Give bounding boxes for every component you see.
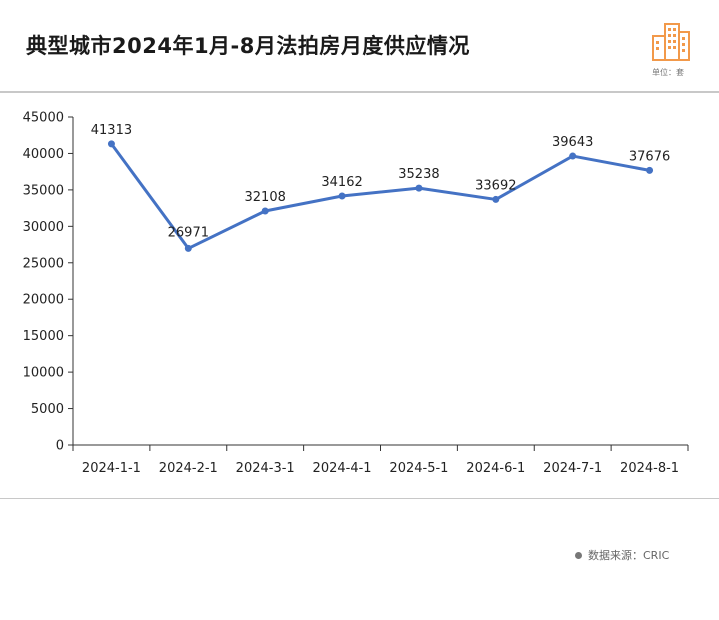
data-point [338,192,346,200]
x-tick-label: 2024-1-1 [82,461,141,476]
data-label: 33692 [475,178,516,193]
y-tick-label: 30000 [23,220,64,235]
data-point [107,140,115,148]
header-divider [0,91,719,93]
x-tick-label: 2024-7-1 [543,461,602,476]
y-tick-label: 15000 [23,329,64,344]
source-text: 数据来源：CRIC [588,549,670,562]
x-tick-label: 2024-3-1 [236,461,295,476]
page-title: 典型城市2024年1月-8月法拍房月度供应情况 [26,34,470,58]
x-tick-label: 2024-2-1 [159,461,218,476]
data-label: 41313 [91,123,132,138]
y-tick-label: 5000 [31,402,64,417]
data-label: 35238 [398,167,439,182]
data-label: 39643 [552,135,593,150]
data-point [492,195,500,203]
data-label: 26971 [168,225,209,240]
data-label: 37676 [629,149,670,164]
series-line [109,142,652,250]
x-tick-label: 2024-6-1 [466,461,525,476]
y-tick-label: 0 [56,439,64,454]
x-tick-label: 2024-5-1 [389,461,448,476]
data-label: 32108 [245,190,286,205]
line-chart: 0 5000 10000 15000 20000 25000 30000 35000 40000… [23,111,689,476]
x-tick-label: 2024-8-1 [620,461,679,476]
footer-divider [0,498,719,499]
y-tick-label: 20000 [23,293,64,308]
data-point [646,166,654,174]
y-tick-label: 45000 [23,111,64,126]
y-tick-label: 35000 [23,183,64,198]
x-tick-label: 2024-4-1 [313,461,372,476]
y-tick-label: 40000 [23,147,64,162]
building-logo-icon [652,23,690,61]
bullet-icon [575,551,582,559]
data-point [184,244,192,252]
y-tick-label: 10000 [23,366,64,381]
unit-label: 单位：套 [652,68,684,77]
data-label: 34162 [321,175,362,190]
data-point [261,207,269,215]
y-tick-label: 25000 [23,256,64,271]
data-point [415,184,423,192]
source-note: 数据来源：CRIC [575,547,669,563]
data-point [569,152,577,160]
